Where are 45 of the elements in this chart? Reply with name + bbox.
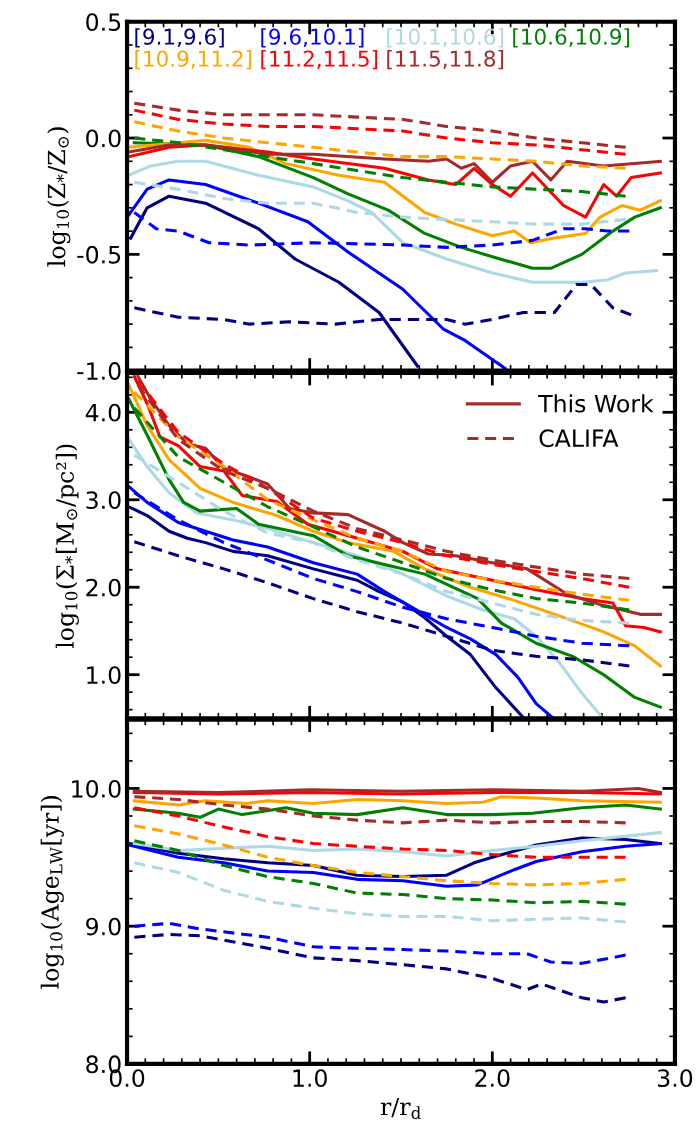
line-series xyxy=(127,143,662,184)
line-series xyxy=(132,120,628,170)
line-series xyxy=(132,824,628,887)
y-tick-label: 4.0 xyxy=(85,403,121,422)
line-series xyxy=(132,108,628,156)
x-tick-label: 3.0 xyxy=(657,1069,693,1088)
line-series xyxy=(132,806,628,859)
y-axis-title: log$_{10}$(Age$_{LW}$[yr]) xyxy=(40,796,64,989)
line-series xyxy=(127,138,662,245)
text: [10.9,11.2] xyxy=(135,50,252,70)
text: [9.6,10.1] xyxy=(261,28,364,48)
y-tick-label: 0.5 xyxy=(86,13,121,32)
line-series xyxy=(132,839,628,906)
y-tick-label: 3.0 xyxy=(86,491,121,510)
y-tick-label: 1.0 xyxy=(87,666,121,685)
line-series xyxy=(132,803,662,819)
legend-label: This Work xyxy=(538,394,654,413)
text: [9.1,9.6] xyxy=(135,28,224,48)
y-tick-label: 10.0 xyxy=(72,779,121,798)
line-series xyxy=(127,159,659,284)
y-tick-label: 2.0 xyxy=(86,578,121,597)
line-series xyxy=(132,830,662,858)
line-series xyxy=(132,795,662,807)
text: [11.2,11.5] xyxy=(261,50,378,70)
legend-label: CALIFA xyxy=(539,429,619,448)
line-series xyxy=(132,795,628,825)
y-tick-label: -0.5 xyxy=(77,245,121,264)
y-tick-label: -1.0 xyxy=(77,362,121,380)
line-series xyxy=(132,861,628,924)
y-axis-title: log$_{10}$(Z$_{*}$/Z$_{⊙}$) xyxy=(47,127,71,267)
line-series xyxy=(132,921,628,965)
x-tick-label: 1.0 xyxy=(293,1069,327,1088)
text: [10.1,10.6] xyxy=(387,28,504,48)
line-series xyxy=(132,180,628,226)
x-tick-label: 2.0 xyxy=(475,1069,510,1088)
y-axis-title: log$_{10}$(Σ$_{*}$[M$_{⊙}$/pc²]) xyxy=(55,444,79,649)
line-series xyxy=(132,932,628,1004)
line-series xyxy=(127,383,662,668)
y-tick-label: 9.0 xyxy=(86,917,121,936)
line-series xyxy=(132,101,628,149)
text: [10.6,10.9] xyxy=(513,28,630,48)
text: [11.5,11.8] xyxy=(387,50,504,70)
line-series xyxy=(127,842,662,888)
y-tick-label: 0.0 xyxy=(86,129,121,148)
x-axis-title: r/r$_{d}$ xyxy=(380,1097,421,1120)
